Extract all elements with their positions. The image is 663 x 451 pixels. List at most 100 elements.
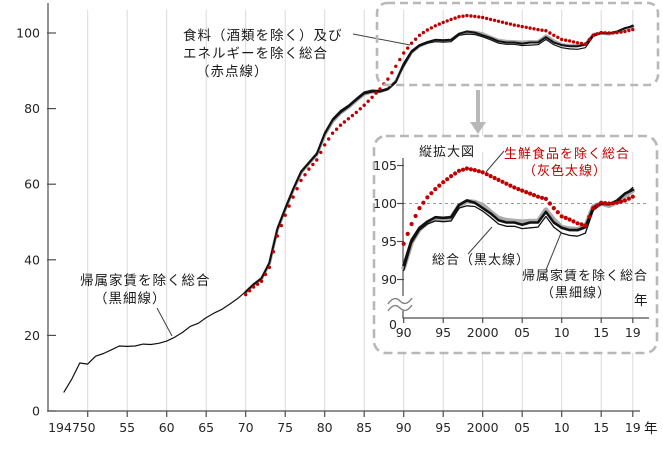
series-corecore-dot xyxy=(516,24,520,28)
series-corecore-dot xyxy=(433,24,437,28)
series-corecore-dot xyxy=(607,31,611,35)
main-y-tick-label: 60 xyxy=(24,177,40,192)
series-corecore-dot xyxy=(535,194,541,199)
inset-label-sogo-series: 総合（黒太線） xyxy=(432,253,531,268)
zoom-arrow-icon xyxy=(470,122,486,134)
series-corecore-dot xyxy=(255,282,260,286)
annotation-line: 生鮮食品を除く総合 xyxy=(504,147,631,162)
series-corecore-dots xyxy=(244,13,635,297)
series-corecore-dot xyxy=(295,187,299,191)
main-x-tick-label: 05 xyxy=(514,420,530,435)
annotation-line: （灰色太線） xyxy=(523,164,608,179)
series-corecore-dot xyxy=(248,289,252,293)
series-corecore-dot xyxy=(445,19,449,23)
main-x-tick-label: 95 xyxy=(435,420,451,435)
annotation-line: 帰属家賃を除く総合 xyxy=(522,269,649,284)
main-y-tick-label: 40 xyxy=(24,252,40,267)
series-corecore-dot xyxy=(548,31,552,35)
series-corecore-dot xyxy=(362,103,366,107)
series-corecore-dot xyxy=(366,99,370,103)
annotation-line: エネルギーを除く総合 xyxy=(183,46,328,62)
series-corecore-dot xyxy=(429,191,434,196)
series-corecore-dot xyxy=(350,113,355,118)
inset-label-kizoku-series: 帰属家賃を除く総合 （黒細線） xyxy=(522,268,648,302)
inset-axis xyxy=(402,158,649,319)
series-corecore-dot xyxy=(536,27,540,32)
inset-x-tick-label: 90 xyxy=(396,325,412,340)
series-corecore-dot xyxy=(556,35,560,39)
series-corecore-dot xyxy=(283,213,287,217)
inset-y-tick-label: 100 xyxy=(373,196,397,211)
main-x-tick-label: 65 xyxy=(198,420,214,435)
series-corecore-dot xyxy=(417,33,422,37)
series-corecore-dot xyxy=(579,41,584,46)
series-corecore-dot xyxy=(402,51,406,55)
series-corecore-dot xyxy=(532,27,536,31)
series-corecore-dot xyxy=(401,241,406,246)
series-corecore-dot xyxy=(251,285,256,289)
series-corecore-dot xyxy=(374,91,378,95)
series-corecore-dot xyxy=(560,37,564,42)
series-corecore-dot xyxy=(615,30,619,35)
series-corecore-dot xyxy=(279,223,283,228)
series-corecore-dot xyxy=(508,22,513,26)
annotation-line: （黒細線） xyxy=(541,286,612,301)
series-corecore-dot xyxy=(563,215,568,220)
series-corecore-dot xyxy=(291,195,295,199)
series-corecore-dot xyxy=(504,21,509,25)
series-corecore-dot xyxy=(520,24,524,29)
series-corecore-dot xyxy=(358,107,362,111)
series-corecore-dot xyxy=(484,172,489,177)
series-corecore-dot xyxy=(543,196,549,201)
series-corecore-dot xyxy=(409,221,414,227)
inset-x-tick-label: 10 xyxy=(554,325,570,340)
series-corecore-dot xyxy=(614,200,620,205)
series-corecore-dot xyxy=(551,206,556,211)
series-corecore-dot xyxy=(492,175,497,181)
series-corecore-dot xyxy=(267,265,272,270)
leader-corecore xyxy=(352,33,411,46)
inset-y-tick-label: 95 xyxy=(381,234,397,249)
series-corecore-dot xyxy=(567,39,572,43)
series-corecore-dot xyxy=(508,183,513,188)
series-corecore-dot xyxy=(271,250,276,254)
series-corecore-dot xyxy=(299,178,303,183)
series-corecore-dot xyxy=(476,169,481,174)
series-corecore-dot xyxy=(425,28,430,32)
inset-y-tick-label: 90 xyxy=(381,272,397,287)
annotation-line: 帰属家賃を除く総合 xyxy=(80,273,211,289)
series-corecore-dot xyxy=(311,162,315,167)
inset-x-tick-label: 2000 xyxy=(467,325,499,340)
series-corecore-dot xyxy=(591,33,595,37)
series-corecore-dot xyxy=(504,181,509,186)
series-corecore-dot xyxy=(327,137,331,141)
series-corecore-dot xyxy=(485,16,489,21)
series-corecore-dot xyxy=(575,221,580,226)
series-corecore-dot xyxy=(433,187,438,192)
series-corecore-dot xyxy=(579,222,584,227)
series-corecore-dot xyxy=(500,179,505,184)
series-corecore-dot xyxy=(603,31,607,35)
inset-y-zero-label: 0 xyxy=(389,317,397,332)
series-corecore-dot xyxy=(583,223,588,228)
series-corecore-dot xyxy=(445,177,450,182)
inset-x-tick-label: 19 xyxy=(625,325,641,340)
series-corecore-dot xyxy=(611,201,616,206)
annotation-line: （赤点線） xyxy=(196,64,269,80)
main-y-tick-label: 80 xyxy=(24,101,40,116)
main-y-tick-label: 100 xyxy=(16,26,40,41)
leader-kizoku-inset xyxy=(545,232,562,271)
series-corecore-dot xyxy=(488,17,493,22)
annotation-corecore-series: 食料（酒類を除く）及び エネルギーを除く総合 （赤点線） xyxy=(183,27,343,81)
series-corecore-dot xyxy=(429,26,434,30)
inset-x-tick-label: 05 xyxy=(514,325,530,340)
series-corecore-dot xyxy=(618,199,624,204)
main-x-axis-unit-label: 年 xyxy=(644,421,659,437)
series-corecore-dot xyxy=(417,206,422,211)
series-corecore-dot xyxy=(394,64,398,69)
main-x-tick-label: 60 xyxy=(159,420,175,435)
series-corecore-dot xyxy=(623,29,627,34)
series-corecore-dot xyxy=(449,17,453,22)
series-corecore-dot xyxy=(622,198,628,203)
